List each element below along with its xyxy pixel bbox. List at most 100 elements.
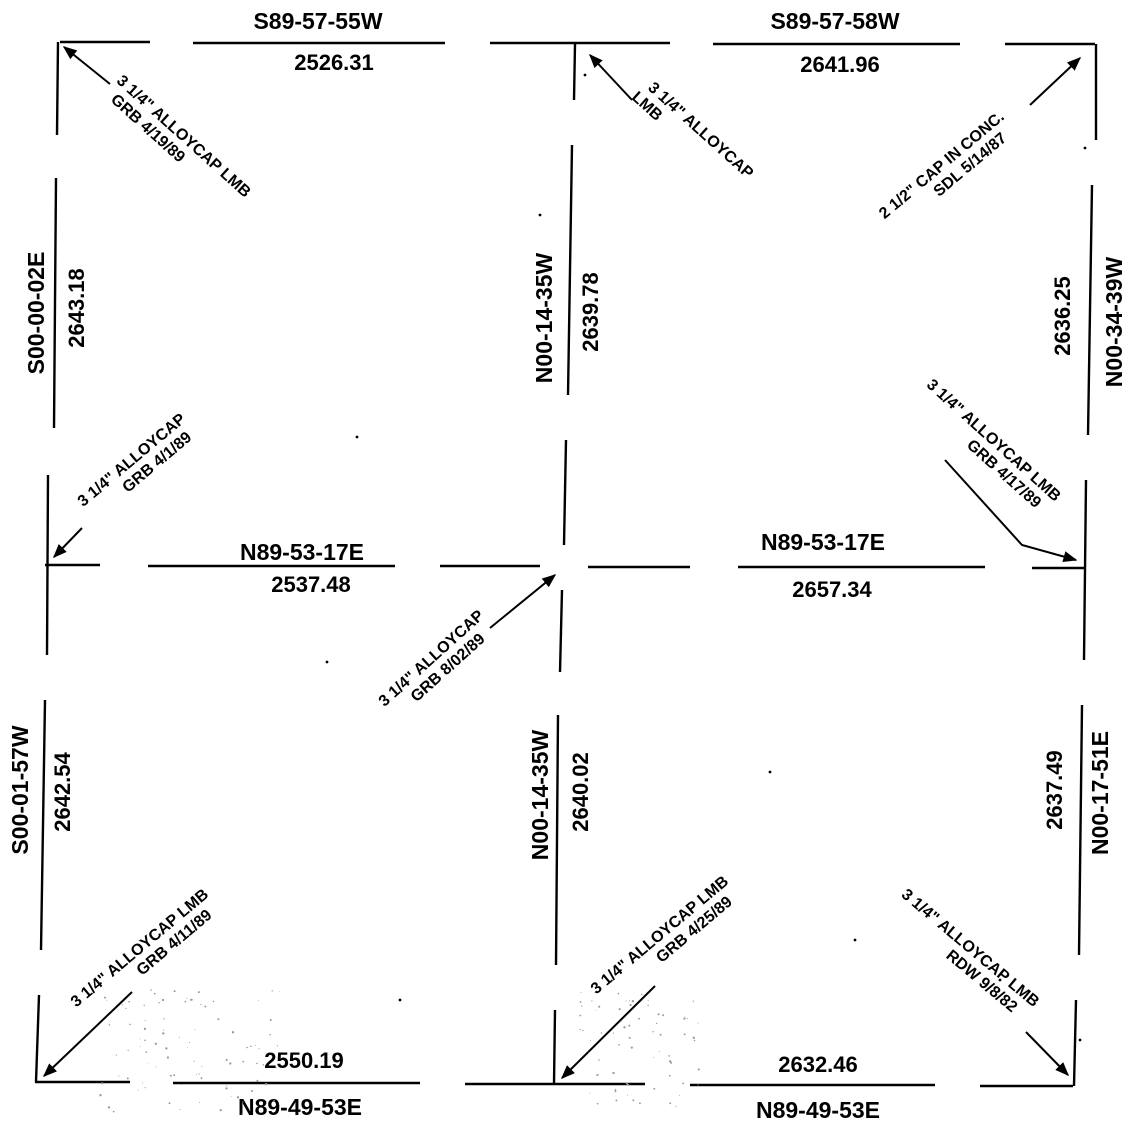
scan-speck <box>683 1033 686 1036</box>
bearing-label: N00-34-39W <box>1101 257 1127 388</box>
scan-speck <box>246 1046 248 1049</box>
scan-speck <box>538 213 542 217</box>
scan-speck <box>225 1085 227 1087</box>
scan-speck <box>269 1033 271 1036</box>
scan-speck <box>158 1001 160 1004</box>
scan-speck <box>162 1032 165 1035</box>
center-boundary-line <box>554 714 560 966</box>
distance-label: 2550.19 <box>264 1048 344 1073</box>
scan-speck <box>581 1005 583 1007</box>
scan-speck <box>597 1074 600 1076</box>
distance-label: 2537.48 <box>271 572 351 597</box>
scan-speck <box>596 1010 597 1011</box>
bearing-label: N00-14-35W <box>527 730 553 861</box>
scan-speck <box>231 1031 235 1034</box>
scan-speck <box>193 1060 195 1062</box>
scan-speck <box>225 1087 228 1090</box>
scan-speck <box>107 1106 111 1109</box>
scan-speck <box>588 1051 590 1053</box>
scan-speck <box>106 999 108 1001</box>
scan-speck <box>173 1074 176 1077</box>
scan-speck <box>630 1046 633 1049</box>
scan-speck <box>129 1023 131 1026</box>
scan-speck <box>186 997 188 999</box>
bearing-label: S89-57-55W <box>253 8 382 34</box>
scan-speck <box>598 1059 600 1061</box>
scan-speck <box>625 1082 629 1085</box>
scan-speck <box>121 1004 123 1006</box>
scan-speck <box>653 1087 656 1090</box>
scan-speck <box>668 1055 671 1057</box>
scan-speck <box>271 990 273 992</box>
bearing-label: N00-14-35W <box>531 253 557 384</box>
scan-speck <box>668 1074 671 1077</box>
scan-speck <box>647 1004 649 1007</box>
scan-speck <box>200 1003 202 1006</box>
scan-speck <box>145 1051 148 1053</box>
scan-speck <box>658 1050 660 1052</box>
scan-speck <box>128 1000 130 1003</box>
scan-speck <box>652 1031 654 1033</box>
distance-label: 2657.34 <box>792 577 872 602</box>
scan-speck <box>579 1001 582 1003</box>
scan-speck <box>153 992 156 995</box>
distance-label: 2639.78 <box>578 272 603 352</box>
east-boundary-line <box>1077 704 1084 956</box>
scan-speck <box>628 1024 631 1027</box>
scan-speck <box>242 1060 245 1063</box>
scan-speck <box>191 998 193 1001</box>
scan-speck <box>628 1036 631 1039</box>
scan-speck <box>178 1036 180 1038</box>
scan-speck <box>229 1062 232 1065</box>
leader-arrow-w-center <box>53 527 83 559</box>
scan-speck <box>104 996 106 999</box>
scan-speck <box>212 1000 215 1003</box>
scan-speck <box>600 1032 603 1034</box>
leader-arrow-sw <box>42 991 133 1077</box>
scan-speck <box>168 1102 171 1105</box>
scan-speck <box>241 1113 243 1115</box>
scan-speck <box>697 1022 699 1024</box>
scan-speck <box>194 1028 196 1030</box>
scan-speck <box>697 1068 700 1071</box>
west-boundary-line <box>45 474 50 656</box>
scan-speck <box>662 1014 665 1017</box>
scan-speck <box>137 1089 139 1091</box>
scan-speck <box>625 1000 627 1002</box>
scan-speck <box>162 1029 165 1031</box>
scan-speck <box>165 1047 168 1050</box>
scan-speck <box>181 1084 183 1086</box>
scan-speck <box>632 1099 635 1102</box>
scan-speck <box>579 1014 582 1017</box>
distance-label: 2632.46 <box>778 1052 858 1077</box>
scan-speck <box>155 1066 157 1068</box>
distance-label: 2640.02 <box>568 752 593 832</box>
bearing-label: N89-49-53E <box>756 1097 880 1122</box>
scan-speck <box>169 1074 172 1077</box>
scan-speck <box>631 1000 635 1003</box>
monument-label-e-center-line1: 3 1/4" ALLOYCAP LMB <box>923 376 1064 505</box>
distance-label: 2637.49 <box>1042 750 1067 830</box>
scan-speck <box>275 1067 277 1069</box>
scan-speck <box>1083 146 1087 150</box>
scan-speck <box>163 1018 165 1020</box>
section-lines <box>34 40 1098 1088</box>
east-boundary-line <box>1086 184 1094 436</box>
scan-speck <box>204 1005 207 1008</box>
scan-speck <box>583 73 587 77</box>
leader-arrow-se <box>1025 1031 1069 1077</box>
scan-speck <box>197 991 200 994</box>
scan-speck <box>144 1039 146 1042</box>
scan-speck <box>355 435 359 439</box>
center-boundary-line <box>558 589 564 673</box>
scan-speck <box>612 1032 615 1034</box>
scan-speck <box>217 1018 220 1021</box>
center-boundary-line <box>562 439 568 546</box>
scan-speck <box>258 1048 260 1050</box>
scan-speck <box>251 1089 254 1093</box>
scan-speck <box>1078 1038 1082 1042</box>
bearing-label: N89-53-17E <box>240 539 364 565</box>
scan-speck <box>657 1013 660 1016</box>
bearing-label: S00-01-57W <box>7 725 33 854</box>
